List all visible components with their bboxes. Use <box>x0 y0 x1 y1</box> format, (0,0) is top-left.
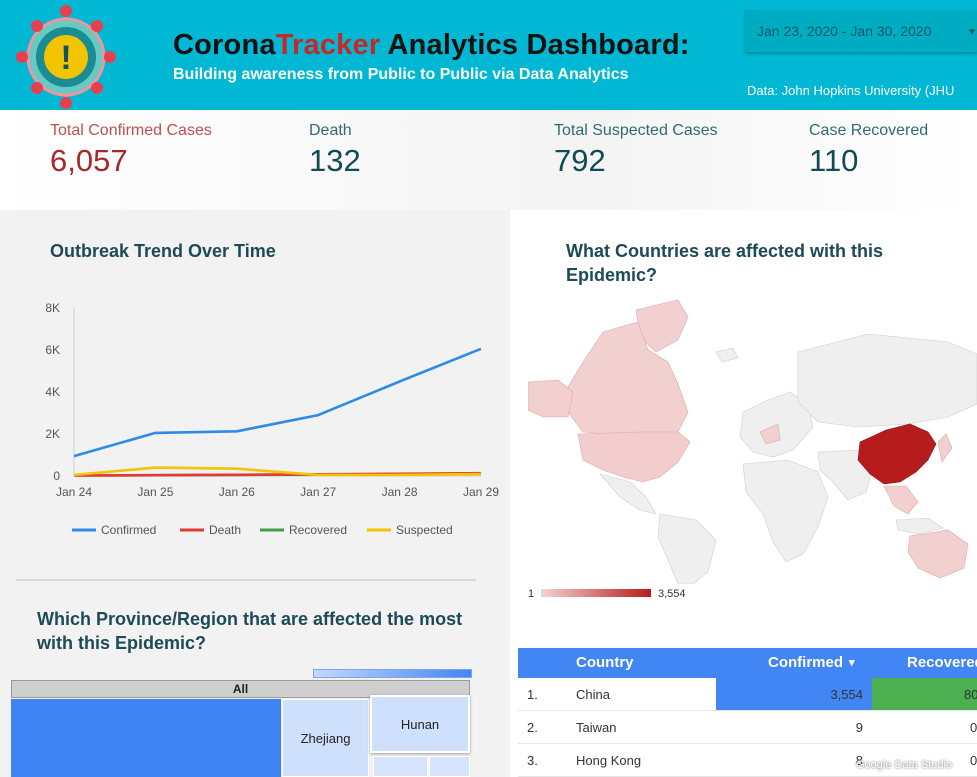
treemap-cell[interactable] <box>429 756 470 777</box>
map-australia[interactable] <box>907 529 969 579</box>
x-tick-label: Jan 24 <box>56 485 92 499</box>
map-scale-max: 3,554 <box>658 588 686 600</box>
row-rank: 1. <box>527 687 538 702</box>
kpi-recovered-label: Case Recovered <box>809 122 929 139</box>
row-confirmed: 8 <box>855 753 863 768</box>
province-title: Which Province/Region that are affected … <box>37 609 463 653</box>
map-title: What Countries are affected with this Ep… <box>566 241 884 285</box>
table-header-country: Country <box>576 654 634 671</box>
treemap-cell-label: Hunan <box>400 717 440 732</box>
table-row[interactable]: 2. Taiwan 9 0 <box>518 711 977 744</box>
table-header-confirmed: Confirmed <box>768 654 843 671</box>
treemap-color-scale <box>313 669 472 678</box>
date-range-value: Jan 23, 2020 - Jan 30, 2020 <box>757 23 932 39</box>
trend-chart-title: Outbreak Trend Over Time <box>50 241 276 261</box>
svg-text:!: ! <box>60 39 71 77</box>
row-confirmed: 3,554 <box>830 687 863 702</box>
map-japan[interactable] <box>937 433 953 463</box>
map-alaska[interactable] <box>528 379 574 418</box>
coronatracker-logo: ! <box>16 5 116 109</box>
row-recovered: 0 <box>970 720 977 735</box>
kpi-suspected-label: Total Suspected Cases <box>554 122 718 139</box>
row-rank: 2. <box>527 720 538 735</box>
x-tick-label: Jan 29 <box>463 485 499 499</box>
map-europe-affected[interactable] <box>759 423 781 445</box>
x-tick-label: Jan 25 <box>137 485 173 499</box>
row-country: Taiwan <box>576 720 617 735</box>
treemap-cell-zhejiang[interactable]: Zhejiang <box>282 699 369 777</box>
page-subtitle: Building awareness from Public to Public… <box>173 66 629 83</box>
date-range-picker[interactable]: Jan 23, 2020 - Jan 30, 2020 ▼ <box>745 10 977 52</box>
map-scale-min: 1 <box>528 588 534 600</box>
legend-label-death: Death <box>209 523 241 537</box>
map-south-america[interactable] <box>657 513 717 584</box>
map-mexico[interactable] <box>599 473 657 515</box>
table-header-recovered: Recovered <box>907 654 977 671</box>
y-tick-label: 8K <box>45 301 60 315</box>
map-southeast-asia[interactable] <box>883 485 919 515</box>
map-usa[interactable] <box>577 431 691 483</box>
row-country: Hong Kong <box>576 753 642 768</box>
section-divider <box>16 579 476 581</box>
table-header-confirmed-cell[interactable]: Confirmed ▾ <box>716 648 872 678</box>
map-indonesia[interactable] <box>895 517 944 535</box>
page-title: CoronaTracker Analytics Dashboard: <box>173 29 690 61</box>
treemap-cell-hunan[interactable]: Hunan <box>370 695 470 753</box>
x-tick-label: Jan 27 <box>300 485 336 499</box>
kpi-recovered-value: 110 <box>809 143 859 178</box>
province-treemap: All Zhejiang Hunan <box>11 680 470 777</box>
legend-label-recovered: Recovered <box>289 523 347 537</box>
kpi-confirmed-value: 6,057 <box>50 143 128 178</box>
map-color-scale: 1 3,554 <box>528 588 686 600</box>
kpi-confirmed-label: Total Confirmed Cases <box>50 122 212 139</box>
y-tick-label: 0 <box>53 469 60 483</box>
map-iceland[interactable] <box>715 347 739 363</box>
treemap-cell-hubei[interactable] <box>11 699 281 777</box>
y-tick-label: 6K <box>45 343 60 357</box>
map-scale-bar <box>541 589 651 597</box>
y-tick-label: 4K <box>45 385 60 399</box>
legend-label-confirmed: Confirmed <box>101 523 156 537</box>
table-header-recovered-cell[interactable]: Recovered <box>872 648 977 678</box>
row-rank: 3. <box>527 753 538 768</box>
x-tick-label: Jan 28 <box>382 485 418 499</box>
table-row[interactable]: 1. China 3,554 80 <box>518 678 977 711</box>
kpi-death-label: Death <box>309 122 352 139</box>
outbreak-trend-chart: 0 2K 4K 6K 8K Jan 24 Jan 25 Jan 26 Jan 27 Jan 28 J… <box>45 301 499 537</box>
recovered-bar <box>872 678 977 710</box>
google-data-studio-watermark: Google Data Studio <box>856 759 953 771</box>
data-source-text: Data: John Hopkins University (JHU <box>747 83 955 98</box>
world-map[interactable] <box>528 292 977 584</box>
legend-label-suspected: Suspected <box>396 523 453 537</box>
series-line-suspected <box>73 466 482 477</box>
chevron-down-icon: ▼ <box>967 27 977 38</box>
row-confirmed: 9 <box>855 720 863 735</box>
sort-desc-icon: ▾ <box>849 657 855 669</box>
series-line-confirmed <box>73 347 482 458</box>
map-china[interactable] <box>857 423 937 485</box>
country-table: Country Confirmed ▾ Recovered 1. China 3… <box>518 648 977 777</box>
y-tick-label: 2K <box>45 427 60 441</box>
map-africa[interactable] <box>742 459 829 563</box>
confirmed-bar <box>716 678 872 710</box>
treemap-cell-label: Zhejiang <box>300 731 351 746</box>
table-header-country-cell[interactable]: Country <box>518 648 716 678</box>
kpi-suspected-value: 792 <box>554 143 606 178</box>
kpi-death-value: 132 <box>309 143 361 178</box>
map-russia[interactable] <box>797 333 977 428</box>
x-tick-label: Jan 26 <box>219 485 255 499</box>
kpi-scorecards <box>0 110 977 210</box>
row-recovered: 80 <box>964 687 977 702</box>
treemap-root-all[interactable]: All <box>11 680 470 698</box>
treemap-cell[interactable] <box>373 756 428 777</box>
row-country: China <box>576 687 610 702</box>
row-recovered: 0 <box>970 753 977 768</box>
